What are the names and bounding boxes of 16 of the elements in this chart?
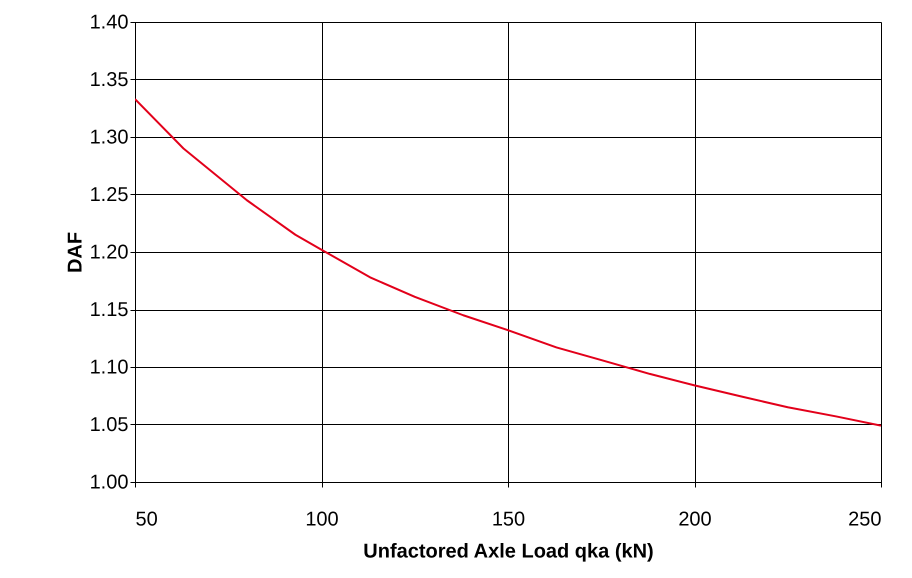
y-tick-label: 1.00 [90,472,128,494]
y-tick-label: 1.05 [90,414,128,436]
y-tick-label: 1.20 [90,242,128,264]
x-tick-label: 100 [305,508,339,530]
y-tick-label: 1.35 [90,69,128,91]
y-tick-label: 1.10 [90,356,128,378]
y-tick-label: 1.30 [90,126,128,148]
x-tick-label: 250 [848,508,882,530]
y-tick-label: 1.40 [90,12,128,34]
y-tick-label: 1.15 [90,299,128,321]
x-tick-label: 150 [492,508,526,530]
y-axis-title: DAF [64,232,87,274]
x-tick-label: 50 [136,508,158,530]
y-tick-label: 1.25 [90,184,128,206]
x-axis-title: Unfactored Axle Load qka (kN) [363,540,654,562]
x-tick-label: 200 [678,508,712,530]
